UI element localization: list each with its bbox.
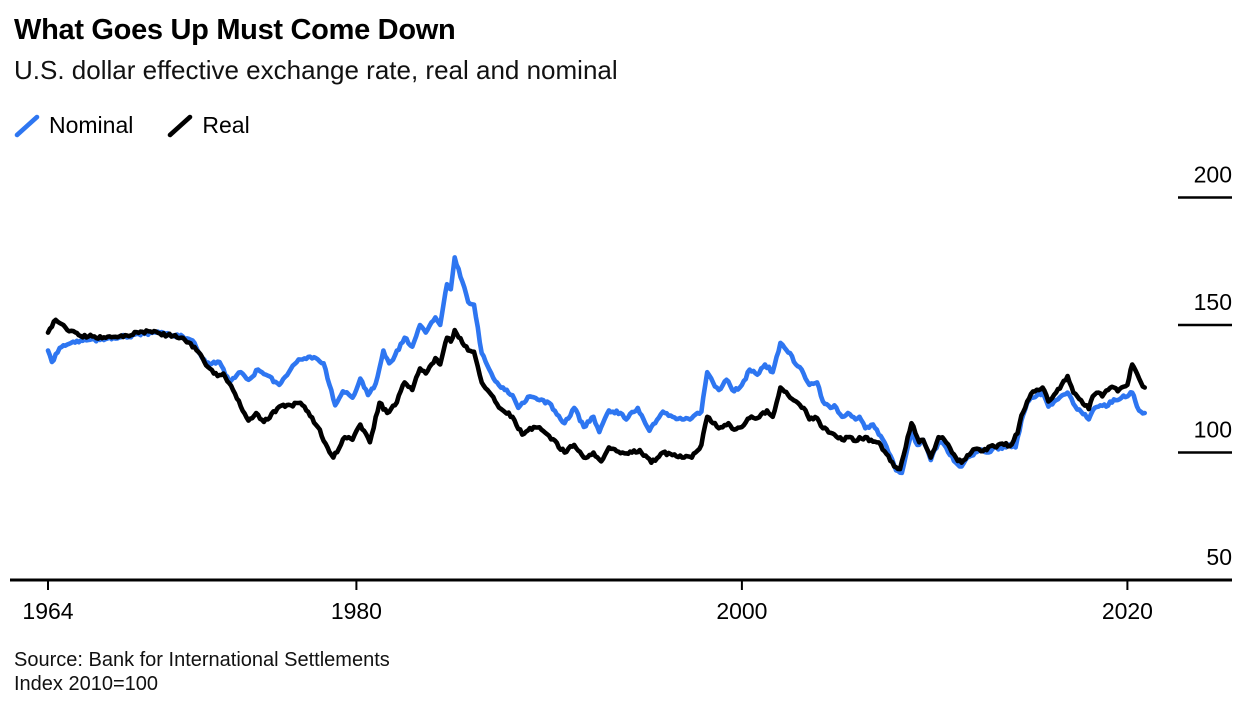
x-tick-label: 1980 [331, 598, 382, 624]
nominal-slash-icon [14, 114, 40, 137]
chart-title: What Goes Up Must Come Down [14, 14, 456, 46]
x-tick-label: 2000 [716, 598, 767, 624]
x-tick-label: 1964 [22, 598, 73, 624]
chart-legend: Nominal Real [14, 112, 250, 139]
y-tick-label: 200 [1194, 162, 1232, 188]
legend-item-real: Real [167, 112, 250, 139]
real-line [45, 317, 1147, 472]
x-axis: 1964 1980 2000 2020 [10, 578, 1232, 624]
legend-label-real: Real [202, 112, 250, 138]
source-line: Source: Bank for International Settlemen… [14, 649, 390, 671]
y-axis: 50 100 150 200 [1178, 162, 1232, 570]
y-tick-label: 100 [1194, 417, 1232, 443]
x-tick-label: 2020 [1102, 598, 1153, 624]
y-tick-label: 150 [1194, 289, 1232, 315]
legend-item-nominal: Nominal [14, 112, 133, 139]
nominal-line [45, 255, 1147, 476]
chart-subtitle: U.S. dollar effective exchange rate, rea… [14, 55, 618, 85]
legend-label-nominal: Nominal [49, 112, 134, 138]
index-note-line: Index 2010=100 [14, 673, 159, 695]
real-slash-icon [168, 114, 193, 137]
source-note: Source: Bank for International Settlemen… [14, 648, 390, 696]
y-tick-label: 50 [1206, 544, 1232, 570]
